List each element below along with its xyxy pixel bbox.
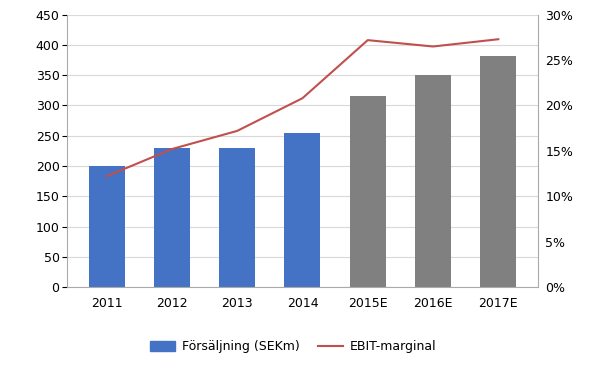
Bar	[480, 56, 516, 287]
Bar	[285, 133, 320, 287]
Bar	[154, 148, 190, 287]
Legend: Försäljning (SEKm), EBIT-marginal: Försäljning (SEKm), EBIT-marginal	[145, 335, 441, 358]
Bar	[219, 148, 255, 287]
Bar	[415, 75, 451, 287]
Bar	[349, 96, 386, 287]
Bar	[89, 166, 125, 287]
